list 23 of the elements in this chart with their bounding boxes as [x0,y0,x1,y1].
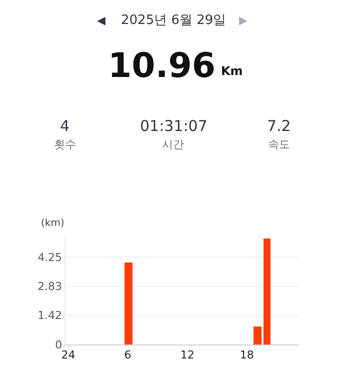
text: ▶ [239,14,248,27]
text: 01:31:07 [140,117,208,135]
text: 10.96 [108,46,216,86]
text: Km [221,64,243,78]
text: 4 [60,117,70,135]
text: 7.2 [267,117,291,135]
x-tick-label: 24 [61,348,76,362]
y-tick-label: 1.42 [38,309,62,322]
x-tick-label: 18 [240,348,254,362]
bar [124,262,132,345]
bar [253,326,262,345]
y-tick-label: 0 [55,338,62,352]
text: 시간 [162,138,184,151]
y-axis-title: (km) [41,218,64,229]
y-tick-label: 4.25 [38,251,62,264]
bar [263,238,270,345]
text: 횟수 [54,138,76,151]
text: 속도 [268,138,290,151]
chart-title: 2025년 6월 29일 [121,13,226,28]
text: ◀ [97,14,106,27]
x-tick-label: 12 [180,348,194,362]
y-tick-label: 2.83 [38,280,62,294]
x-tick-label: 6 [124,348,132,362]
